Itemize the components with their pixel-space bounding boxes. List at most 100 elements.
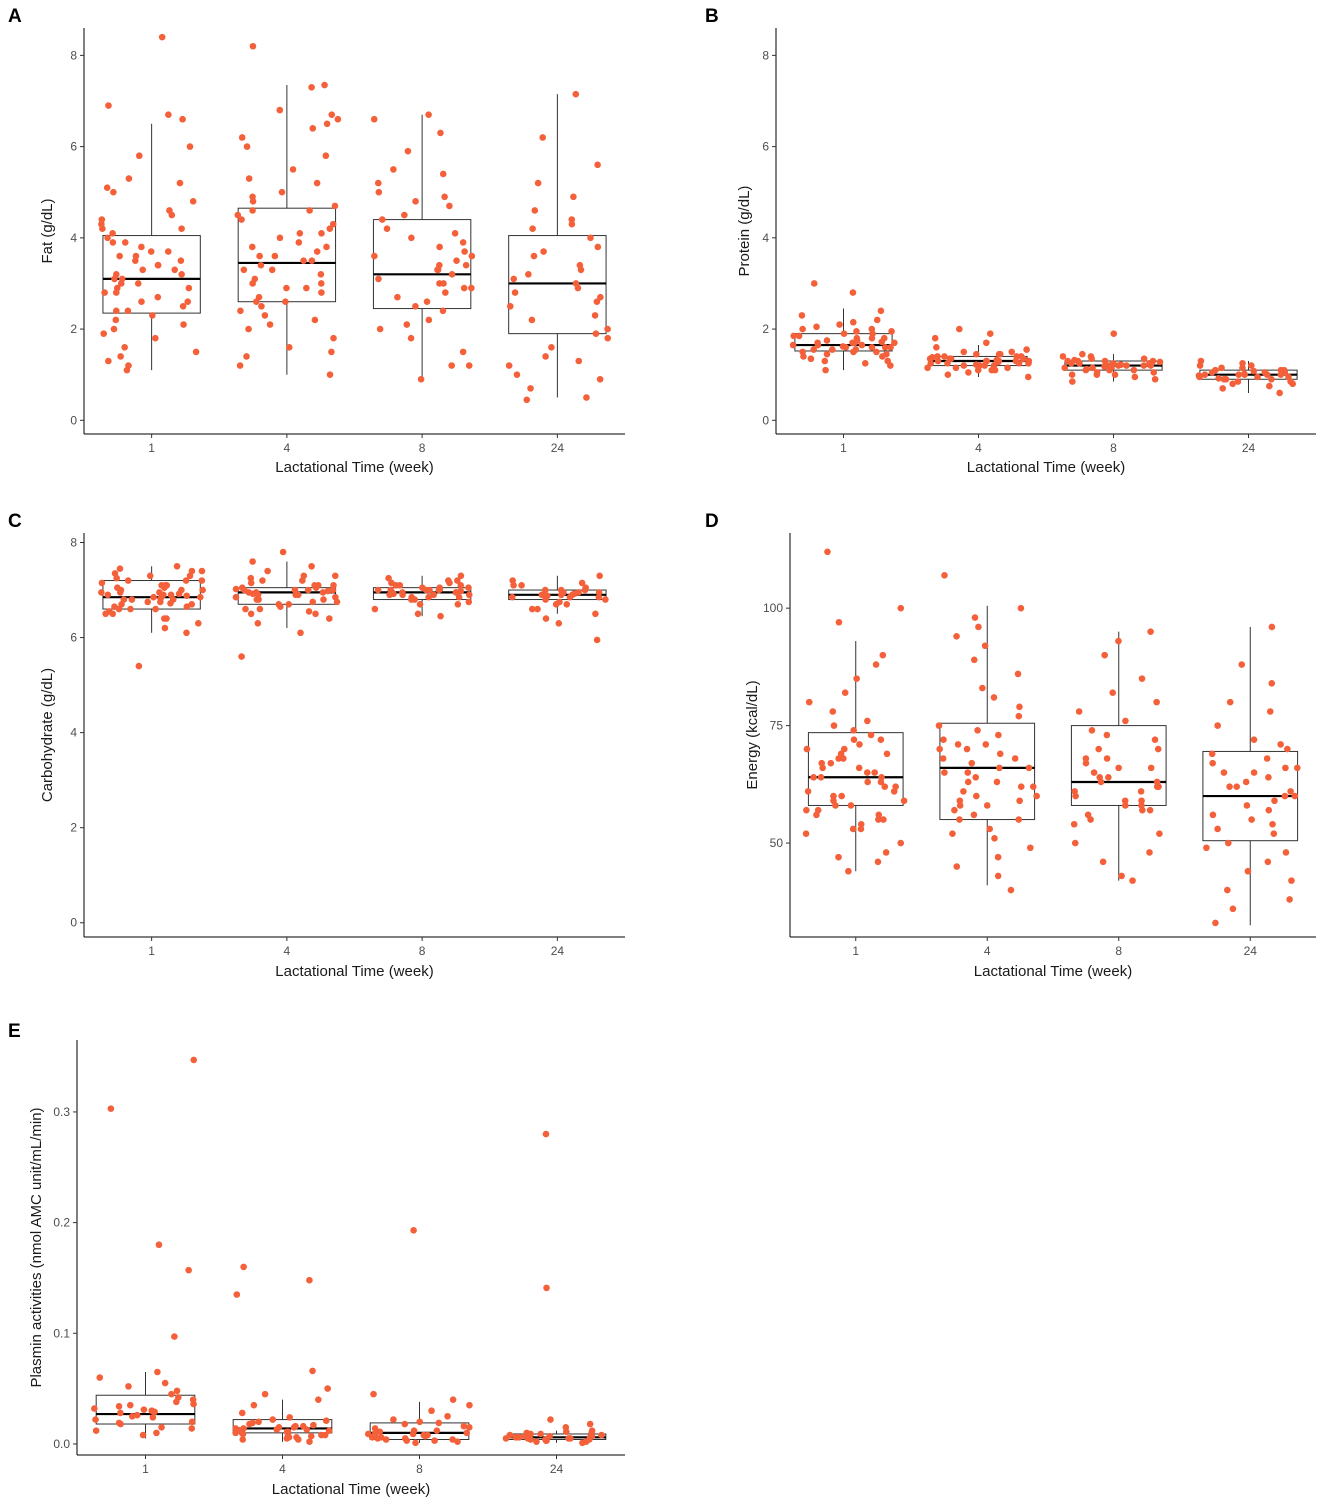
data-point	[1095, 745, 1102, 753]
data-point	[465, 362, 473, 369]
data-point	[401, 1420, 409, 1428]
data-point	[973, 792, 980, 800]
x-tick-label: 4	[975, 441, 982, 455]
data-point	[598, 1431, 605, 1439]
data-point	[454, 600, 462, 608]
data-point	[944, 371, 952, 378]
data-point	[1007, 886, 1015, 894]
data-point	[249, 1419, 256, 1427]
data-point	[1025, 359, 1032, 367]
data-point	[326, 615, 333, 622]
data-point	[1241, 371, 1248, 378]
data-point	[1268, 680, 1276, 687]
data-point	[888, 328, 895, 335]
data-point	[527, 385, 534, 392]
data-point	[1277, 371, 1285, 378]
data-point	[956, 325, 963, 333]
data-point	[1286, 896, 1293, 903]
data-point	[178, 271, 185, 278]
data-point	[892, 783, 899, 790]
data-point	[586, 1420, 594, 1428]
y-tick-label: 0	[70, 413, 77, 427]
data-points	[98, 548, 609, 670]
data-point	[1016, 797, 1023, 805]
data-point	[1270, 830, 1278, 837]
data-point	[295, 239, 303, 246]
data-point	[107, 1105, 115, 1112]
data-point	[1059, 353, 1067, 360]
data-point	[880, 816, 887, 823]
data-point	[810, 280, 818, 287]
x-ticks: 1 4 8 24	[142, 1455, 563, 1476]
data-point	[1070, 820, 1078, 828]
data-point	[853, 328, 860, 335]
data-point	[575, 357, 583, 365]
data-point	[296, 229, 304, 237]
data-point	[334, 115, 342, 123]
data-point	[138, 243, 145, 251]
data-point	[1266, 382, 1273, 390]
data-point	[974, 366, 982, 374]
data-point	[900, 797, 908, 805]
data-point	[173, 562, 181, 570]
data-point	[873, 316, 881, 324]
data-point	[152, 605, 159, 613]
x-axis-title: Lactational Time (week)	[275, 963, 433, 980]
data-point	[412, 1439, 419, 1447]
data-point	[542, 615, 550, 622]
data-point	[1023, 346, 1030, 353]
y-tick-label: 6	[762, 140, 769, 154]
data-point	[1129, 877, 1136, 884]
data-point	[1118, 872, 1125, 880]
y-ticks: 50 75 100	[763, 601, 790, 850]
data-point	[604, 325, 611, 333]
data-point	[375, 188, 383, 196]
data-point	[855, 764, 863, 772]
x-tick-label: 8	[1110, 441, 1117, 455]
data-point	[539, 134, 547, 141]
data-point	[562, 1424, 570, 1431]
data-point	[385, 574, 392, 582]
data-points	[98, 33, 612, 404]
data-point	[320, 596, 327, 603]
data-point	[114, 584, 121, 591]
data-point	[318, 1431, 325, 1439]
data-point	[1226, 698, 1234, 706]
data-point	[307, 1432, 315, 1440]
data-point	[953, 863, 961, 870]
data-point	[293, 1433, 300, 1441]
x-tick-label: 4	[284, 441, 291, 455]
data-point	[604, 334, 612, 342]
data-point	[132, 257, 139, 264]
data-point	[1025, 764, 1033, 772]
data-point	[991, 835, 998, 842]
data-point	[183, 603, 191, 610]
data-point	[881, 783, 889, 790]
data-point	[824, 548, 831, 556]
data-point	[196, 593, 204, 601]
panel-letter: D	[705, 511, 719, 532]
data-point	[1212, 366, 1219, 374]
data-point	[109, 229, 116, 237]
data-point	[849, 318, 857, 326]
data-point	[121, 344, 128, 351]
data-point	[154, 261, 162, 269]
data-point	[446, 202, 453, 210]
data-point	[1150, 369, 1158, 376]
data-point	[527, 1430, 534, 1438]
y-tick-label: 4	[762, 231, 769, 245]
data-point	[110, 325, 118, 333]
data-point	[1234, 378, 1242, 385]
data-point	[249, 558, 256, 565]
data-point	[857, 820, 865, 828]
data-point	[1250, 736, 1258, 743]
data-point	[873, 348, 880, 356]
data-point	[134, 280, 142, 287]
data-point	[410, 1227, 417, 1234]
data-point	[435, 1419, 443, 1427]
data-point	[323, 243, 330, 251]
data-point	[459, 348, 467, 356]
data-point	[180, 321, 187, 328]
data-point	[508, 593, 516, 601]
